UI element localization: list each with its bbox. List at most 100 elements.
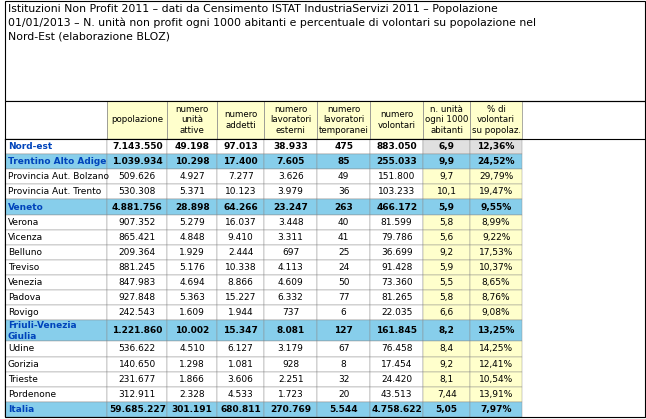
Bar <box>217 402 264 417</box>
Text: 6,6: 6,6 <box>439 308 454 317</box>
Text: 5,8: 5,8 <box>439 293 454 302</box>
Text: 16.037: 16.037 <box>225 217 256 227</box>
Bar <box>470 305 522 320</box>
Bar <box>107 290 167 305</box>
Text: 2.444: 2.444 <box>228 248 253 257</box>
Bar <box>317 215 370 230</box>
Text: n. unità
ogni 1000
abitanti: n. unità ogni 1000 abitanti <box>425 105 468 135</box>
Text: 38.933: 38.933 <box>273 142 308 151</box>
Text: 1.081: 1.081 <box>227 360 254 369</box>
Bar <box>264 230 317 245</box>
Text: 928: 928 <box>282 360 299 369</box>
Text: Verona: Verona <box>8 217 39 227</box>
Bar <box>217 372 264 387</box>
Text: 3.626: 3.626 <box>278 172 304 181</box>
Bar <box>317 305 370 320</box>
Text: 161.845: 161.845 <box>376 326 417 335</box>
Text: 59.685.227: 59.685.227 <box>109 405 166 414</box>
Bar <box>167 290 217 305</box>
Text: 10.123: 10.123 <box>225 187 256 197</box>
Text: numero
unità
attive: numero unità attive <box>176 105 209 135</box>
Bar <box>5 101 645 417</box>
Text: 103.233: 103.233 <box>378 187 415 197</box>
Bar <box>107 101 167 139</box>
Text: 9,08%: 9,08% <box>482 308 510 317</box>
Bar <box>370 139 423 154</box>
Text: 697: 697 <box>282 248 299 257</box>
Bar <box>264 341 317 357</box>
Text: 10.338: 10.338 <box>225 263 256 272</box>
Bar <box>423 230 470 245</box>
Text: 140.650: 140.650 <box>119 360 156 369</box>
Text: 907.352: 907.352 <box>119 217 156 227</box>
Text: 10,37%: 10,37% <box>479 263 514 272</box>
Text: 509.626: 509.626 <box>119 172 156 181</box>
Text: 10.002: 10.002 <box>175 326 209 335</box>
Bar <box>423 139 470 154</box>
Bar <box>423 402 470 417</box>
Text: 2.251: 2.251 <box>278 375 304 384</box>
Bar <box>370 275 423 290</box>
Bar <box>217 305 264 320</box>
Bar <box>370 357 423 372</box>
Bar <box>167 245 217 260</box>
Bar <box>107 154 167 169</box>
Text: 5,9: 5,9 <box>439 263 454 272</box>
Text: 7.277: 7.277 <box>228 172 253 181</box>
Text: 3.179: 3.179 <box>278 344 304 354</box>
Text: 1.298: 1.298 <box>180 360 205 369</box>
Bar <box>423 290 470 305</box>
Bar <box>5 199 107 215</box>
Text: 9,22%: 9,22% <box>482 233 510 242</box>
Text: 17.454: 17.454 <box>381 360 412 369</box>
Text: 847.983: 847.983 <box>119 278 156 287</box>
Text: 466.172: 466.172 <box>376 202 417 212</box>
Text: Pordenone: Pordenone <box>8 390 56 399</box>
Text: numero
lavoratori
temporanei: numero lavoratori temporanei <box>318 105 369 135</box>
Text: 22.035: 22.035 <box>381 308 412 317</box>
Text: 881.245: 881.245 <box>119 263 156 272</box>
Bar <box>423 387 470 402</box>
Text: Udine: Udine <box>8 344 34 354</box>
Bar <box>370 101 423 139</box>
Text: Provincia Aut. Bolzano: Provincia Aut. Bolzano <box>8 172 109 181</box>
Bar <box>217 260 264 275</box>
Text: 7.143.550: 7.143.550 <box>112 142 163 151</box>
Text: 12,41%: 12,41% <box>479 360 513 369</box>
Bar <box>5 305 107 320</box>
Bar <box>317 199 370 215</box>
Text: 1.929: 1.929 <box>180 248 205 257</box>
Bar <box>423 101 470 139</box>
Bar <box>264 320 317 341</box>
Text: 36.699: 36.699 <box>381 248 412 257</box>
Text: 475: 475 <box>334 142 353 151</box>
Bar <box>167 402 217 417</box>
Text: 1.944: 1.944 <box>228 308 253 317</box>
Text: Italia: Italia <box>8 405 34 414</box>
Text: 15.227: 15.227 <box>225 293 256 302</box>
Bar <box>5 402 107 417</box>
Text: 3.311: 3.311 <box>278 233 304 242</box>
Bar <box>264 199 317 215</box>
Bar <box>217 275 264 290</box>
Bar <box>370 215 423 230</box>
Text: 23.247: 23.247 <box>273 202 308 212</box>
Text: 151.800: 151.800 <box>378 172 415 181</box>
Bar <box>317 275 370 290</box>
Text: 9,2: 9,2 <box>440 360 453 369</box>
Text: 8.866: 8.866 <box>227 278 254 287</box>
Text: 5,8: 5,8 <box>439 217 454 227</box>
Text: 73.360: 73.360 <box>381 278 412 287</box>
Text: 77: 77 <box>338 293 349 302</box>
Bar <box>470 290 522 305</box>
Bar <box>5 290 107 305</box>
Bar <box>5 139 107 154</box>
Text: 530.308: 530.308 <box>119 187 156 197</box>
Text: 1.723: 1.723 <box>278 390 304 399</box>
Text: 865.421: 865.421 <box>119 233 156 242</box>
Bar <box>317 139 370 154</box>
Bar <box>370 372 423 387</box>
Bar <box>423 320 470 341</box>
Text: popolazione: popolazione <box>111 115 163 124</box>
Bar <box>167 372 217 387</box>
